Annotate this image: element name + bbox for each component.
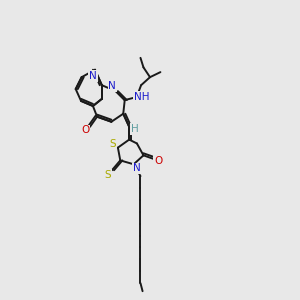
Text: O: O [154, 156, 162, 166]
Text: S: S [109, 139, 116, 149]
Text: NH: NH [134, 92, 149, 101]
Text: N: N [89, 71, 97, 81]
Text: O: O [81, 125, 89, 135]
Text: S: S [104, 170, 111, 180]
Text: N: N [133, 164, 140, 173]
Text: H: H [131, 124, 138, 134]
Text: N: N [108, 81, 116, 92]
